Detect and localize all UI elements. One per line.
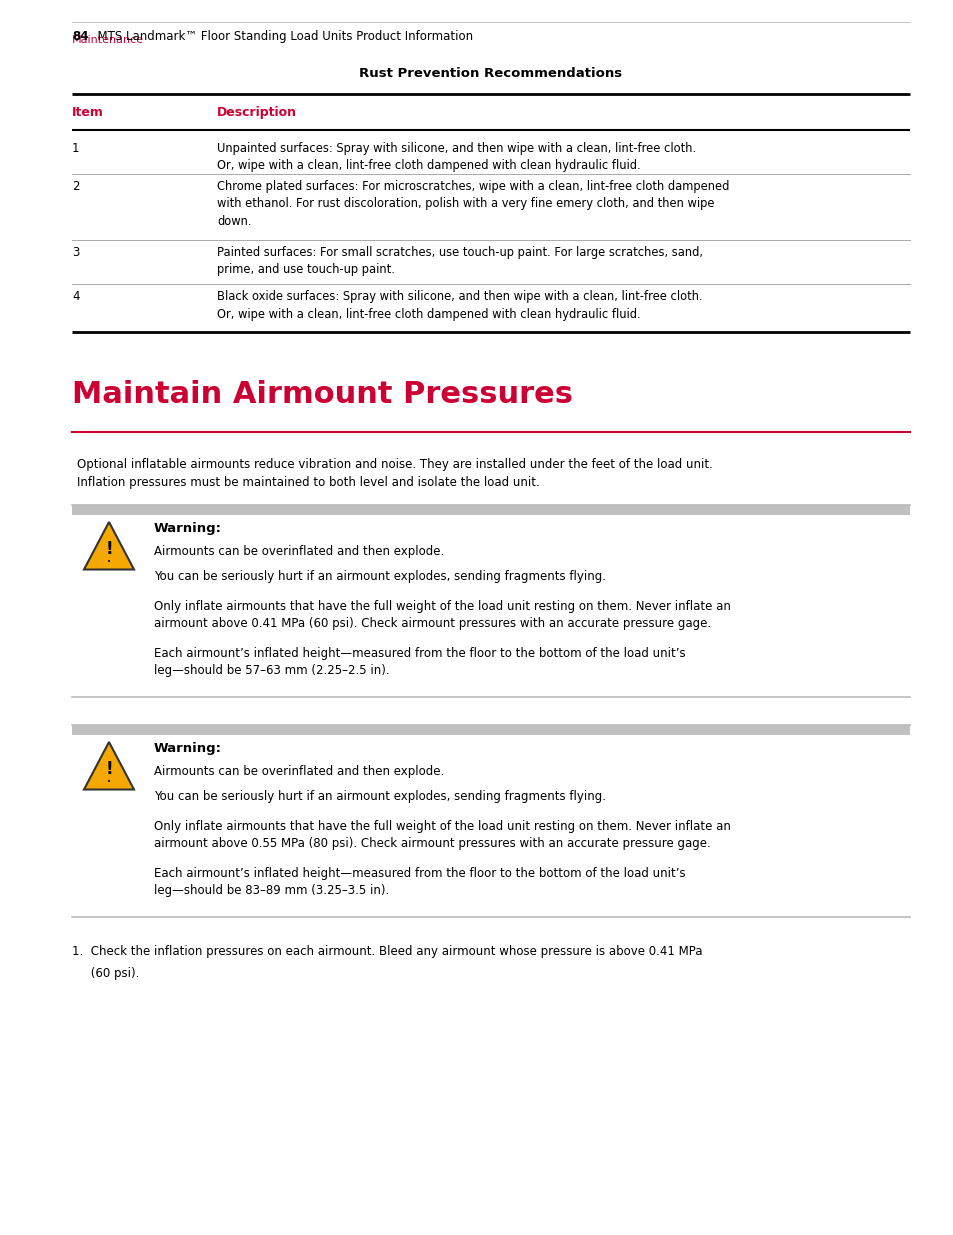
Text: Description: Description xyxy=(216,106,296,119)
Text: Each airmount’s inflated height—measured from the floor to the bottom of the loa: Each airmount’s inflated height—measured… xyxy=(153,647,685,677)
Text: !: ! xyxy=(105,541,112,558)
Text: Warning:: Warning: xyxy=(153,522,222,535)
Text: Unpainted surfaces: Spray with silicone, and then wipe with a clean, lint-free c: Unpainted surfaces: Spray with silicone,… xyxy=(216,142,696,173)
Text: Maintenance: Maintenance xyxy=(71,35,144,44)
Text: Warning:: Warning: xyxy=(153,742,222,755)
Text: Only inflate airmounts that have the full weight of the load unit resting on the: Only inflate airmounts that have the ful… xyxy=(153,600,730,630)
Text: 1: 1 xyxy=(71,142,79,156)
Text: Optional inflatable airmounts reduce vibration and noise. They are installed und: Optional inflatable airmounts reduce vib… xyxy=(77,458,712,489)
Text: (60 psi).: (60 psi). xyxy=(71,967,139,981)
Text: 2: 2 xyxy=(71,180,79,193)
Text: •: • xyxy=(107,559,111,564)
Text: 4: 4 xyxy=(71,290,79,303)
Text: 3: 3 xyxy=(71,246,79,259)
Text: Each airmount’s inflated height—measured from the floor to the bottom of the loa: Each airmount’s inflated height—measured… xyxy=(153,867,685,897)
Text: Airmounts can be overinflated and then explode.: Airmounts can be overinflated and then e… xyxy=(153,545,444,558)
Text: MTS Landmark™ Floor Standing Load Units Product Information: MTS Landmark™ Floor Standing Load Units … xyxy=(91,30,473,43)
Bar xyxy=(71,505,909,515)
Text: 1.  Check the inflation pressures on each airmount. Bleed any airmount whose pre: 1. Check the inflation pressures on each… xyxy=(71,945,701,958)
Text: Painted surfaces: For small scratches, use touch-up paint. For large scratches, : Painted surfaces: For small scratches, u… xyxy=(216,246,702,277)
Text: Rust Prevention Recommendations: Rust Prevention Recommendations xyxy=(359,67,622,80)
Text: Maintain Airmount Pressures: Maintain Airmount Pressures xyxy=(71,380,573,409)
Bar xyxy=(71,725,909,735)
Text: •: • xyxy=(107,779,111,785)
Text: You can be seriously hurt if an airmount explodes, sending fragments flying.: You can be seriously hurt if an airmount… xyxy=(153,790,605,803)
Text: Black oxide surfaces: Spray with silicone, and then wipe with a clean, lint-free: Black oxide surfaces: Spray with silicon… xyxy=(216,290,702,321)
Text: Chrome plated surfaces: For microscratches, wipe with a clean, lint-free cloth d: Chrome plated surfaces: For microscratch… xyxy=(216,180,729,228)
Text: Only inflate airmounts that have the full weight of the load unit resting on the: Only inflate airmounts that have the ful… xyxy=(153,820,730,850)
Polygon shape xyxy=(84,522,133,569)
Text: 84: 84 xyxy=(71,30,89,43)
Text: Item: Item xyxy=(71,106,104,119)
Polygon shape xyxy=(84,742,133,789)
Text: !: ! xyxy=(105,761,112,778)
Text: Airmounts can be overinflated and then explode.: Airmounts can be overinflated and then e… xyxy=(153,764,444,778)
Text: You can be seriously hurt if an airmount explodes, sending fragments flying.: You can be seriously hurt if an airmount… xyxy=(153,571,605,583)
